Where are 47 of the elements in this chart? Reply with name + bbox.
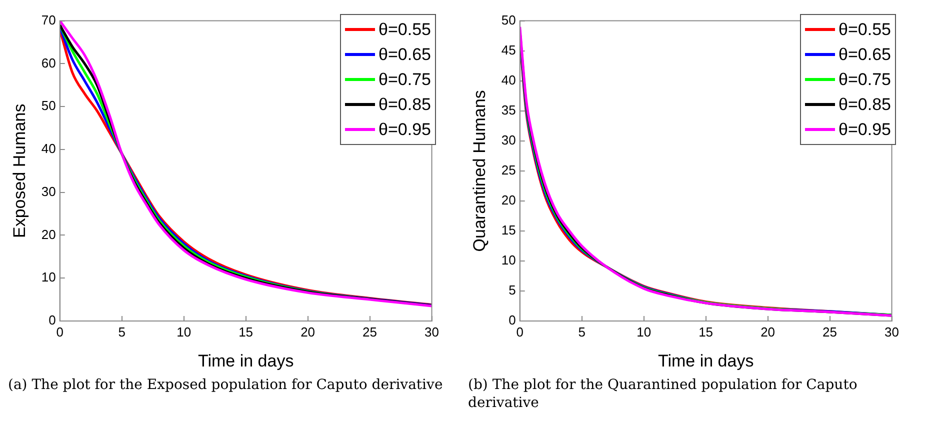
y-tick-label: 15 [501,222,516,238]
legend-label: θ=0.85 [838,94,891,114]
legend-label: θ=0.55 [838,20,891,40]
y-tick-label: 20 [501,192,516,208]
y-tick-label: 5 [508,282,516,298]
x-tick-label: 20 [300,324,316,340]
y-tick-label: 25 [501,162,516,178]
x-tick-label: 30 [424,324,440,340]
x-tick-label: 15 [698,324,714,340]
y-tick-label: 0 [48,312,56,328]
legend-label: θ=0.85 [378,94,431,114]
x-tick-label: 25 [362,324,378,340]
y-tick-label: 40 [41,141,56,156]
y-axis-title: Quarantined Humans [470,90,489,252]
text: (a) The plot for the Exposed population for Caputo derivative [8,376,444,394]
y-tick-label: 40 [501,72,516,88]
y-tick-label: 10 [41,270,56,285]
x-tick-label: 10 [176,324,192,340]
legend-label: θ=0.55 [378,20,431,40]
text: (b) The plot for the Quarantined population for Caputo derivative [468,376,858,412]
y-tick-label: 50 [501,12,516,28]
legend-label: θ=0.95 [838,120,891,140]
y-tick-label: 50 [41,98,56,114]
y-tick-label: 60 [41,55,56,70]
y-tick-label: 0 [508,312,516,328]
x-tick-label: 10 [636,324,652,340]
y-tick-label: 45 [501,42,516,58]
y-axis-title: Exposed Humans [10,104,29,238]
y-tick-label: 70 [41,12,56,28]
y-tick-label: 30 [501,132,516,148]
legend-label: θ=0.75 [838,70,891,90]
x-axis-title: Time in days [658,351,754,370]
y-tick-label: 35 [501,102,516,118]
x-axis-title: Time in days [198,351,294,370]
x-tick-label: 5 [578,324,586,340]
legend-label: θ=0.75 [378,70,431,90]
y-tick-label: 10 [501,252,516,268]
x-tick-label: 5 [118,324,126,340]
legend-label: θ=0.65 [838,44,891,64]
y-tick-label: 30 [41,184,56,199]
legend-label: θ=0.65 [378,44,431,64]
x-tick-label: 25 [822,324,838,340]
y-tick-label: 20 [41,226,56,242]
x-tick-label: 20 [760,324,776,340]
legend-label: θ=0.95 [378,120,431,140]
x-tick-label: 30 [884,324,900,340]
x-tick-label: 15 [238,324,254,340]
